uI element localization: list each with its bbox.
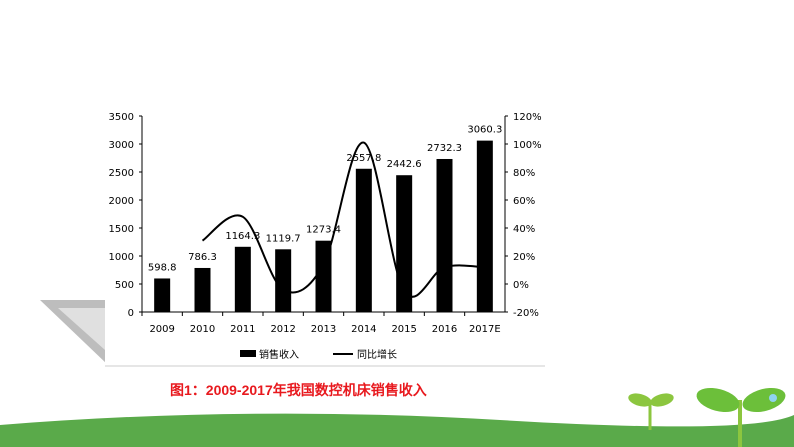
bar-data-label: 3060.3 (467, 125, 502, 136)
green-wave (0, 413, 794, 447)
legend-line-label: 同比增长 (357, 348, 397, 361)
bar-data-label: 2732.3 (427, 143, 462, 154)
legend-bar-swatch (240, 350, 256, 357)
figure-caption: 图1：2009-2017年我国数控机床销售收入 (170, 382, 427, 398)
x-tick-label: 2009 (149, 324, 174, 335)
bar (275, 249, 292, 312)
x-tick-label: 2014 (351, 324, 376, 335)
x-tick-label: 2012 (270, 324, 295, 335)
bar-data-label: 1119.7 (266, 233, 301, 244)
left-tick-label: 1000 (109, 252, 134, 263)
left-tick-label: 3000 (109, 140, 134, 151)
right-tick-label: 20% (513, 252, 535, 263)
right-tick-label: 0% (513, 280, 529, 291)
left-tick-label: 0 (128, 308, 134, 319)
bar (315, 240, 332, 312)
right-tick-label: 80% (513, 168, 535, 179)
left-tick-label: 500 (115, 280, 134, 291)
x-tick-label: 2015 (391, 324, 416, 335)
x-tick-label: 2017E (469, 324, 501, 335)
x-tick-label: 2013 (311, 324, 336, 335)
bar (154, 278, 171, 312)
bar-data-label: 1164.3 (225, 231, 260, 242)
bar-data-label: 598.8 (148, 262, 177, 273)
x-tick-label: 2011 (230, 324, 255, 335)
left-tick-label: 2500 (109, 168, 134, 179)
x-tick-label: 2010 (190, 324, 215, 335)
right-tick-label: 100% (513, 140, 542, 151)
growth-line (201, 141, 485, 298)
legend-bar-label: 销售收入 (259, 348, 299, 361)
bar-data-label: 1273.4 (306, 225, 341, 236)
bar-data-label: 2442.6 (387, 159, 422, 170)
bar (234, 246, 251, 312)
left-tick-label: 1500 (109, 224, 134, 235)
bar (396, 175, 413, 312)
bar (194, 267, 211, 312)
left-tick-label: 2000 (109, 196, 134, 207)
legend: 销售收入 同比增长 (240, 348, 397, 361)
right-tick-label: 40% (513, 224, 535, 235)
x-tick-label: 2016 (432, 324, 457, 335)
right-tick-label: 60% (513, 196, 535, 207)
bar-data-label: 786.3 (188, 252, 217, 263)
bar (476, 140, 493, 312)
right-tick-label: -20% (513, 308, 539, 319)
left-tick-label: 3500 (109, 112, 134, 123)
sprout-small (628, 393, 674, 430)
bar (355, 168, 372, 312)
bar (436, 158, 453, 312)
right-tick-label: 120% (513, 112, 542, 123)
sprout-large (696, 387, 786, 447)
bar-data-label: 2557.8 (346, 153, 381, 164)
